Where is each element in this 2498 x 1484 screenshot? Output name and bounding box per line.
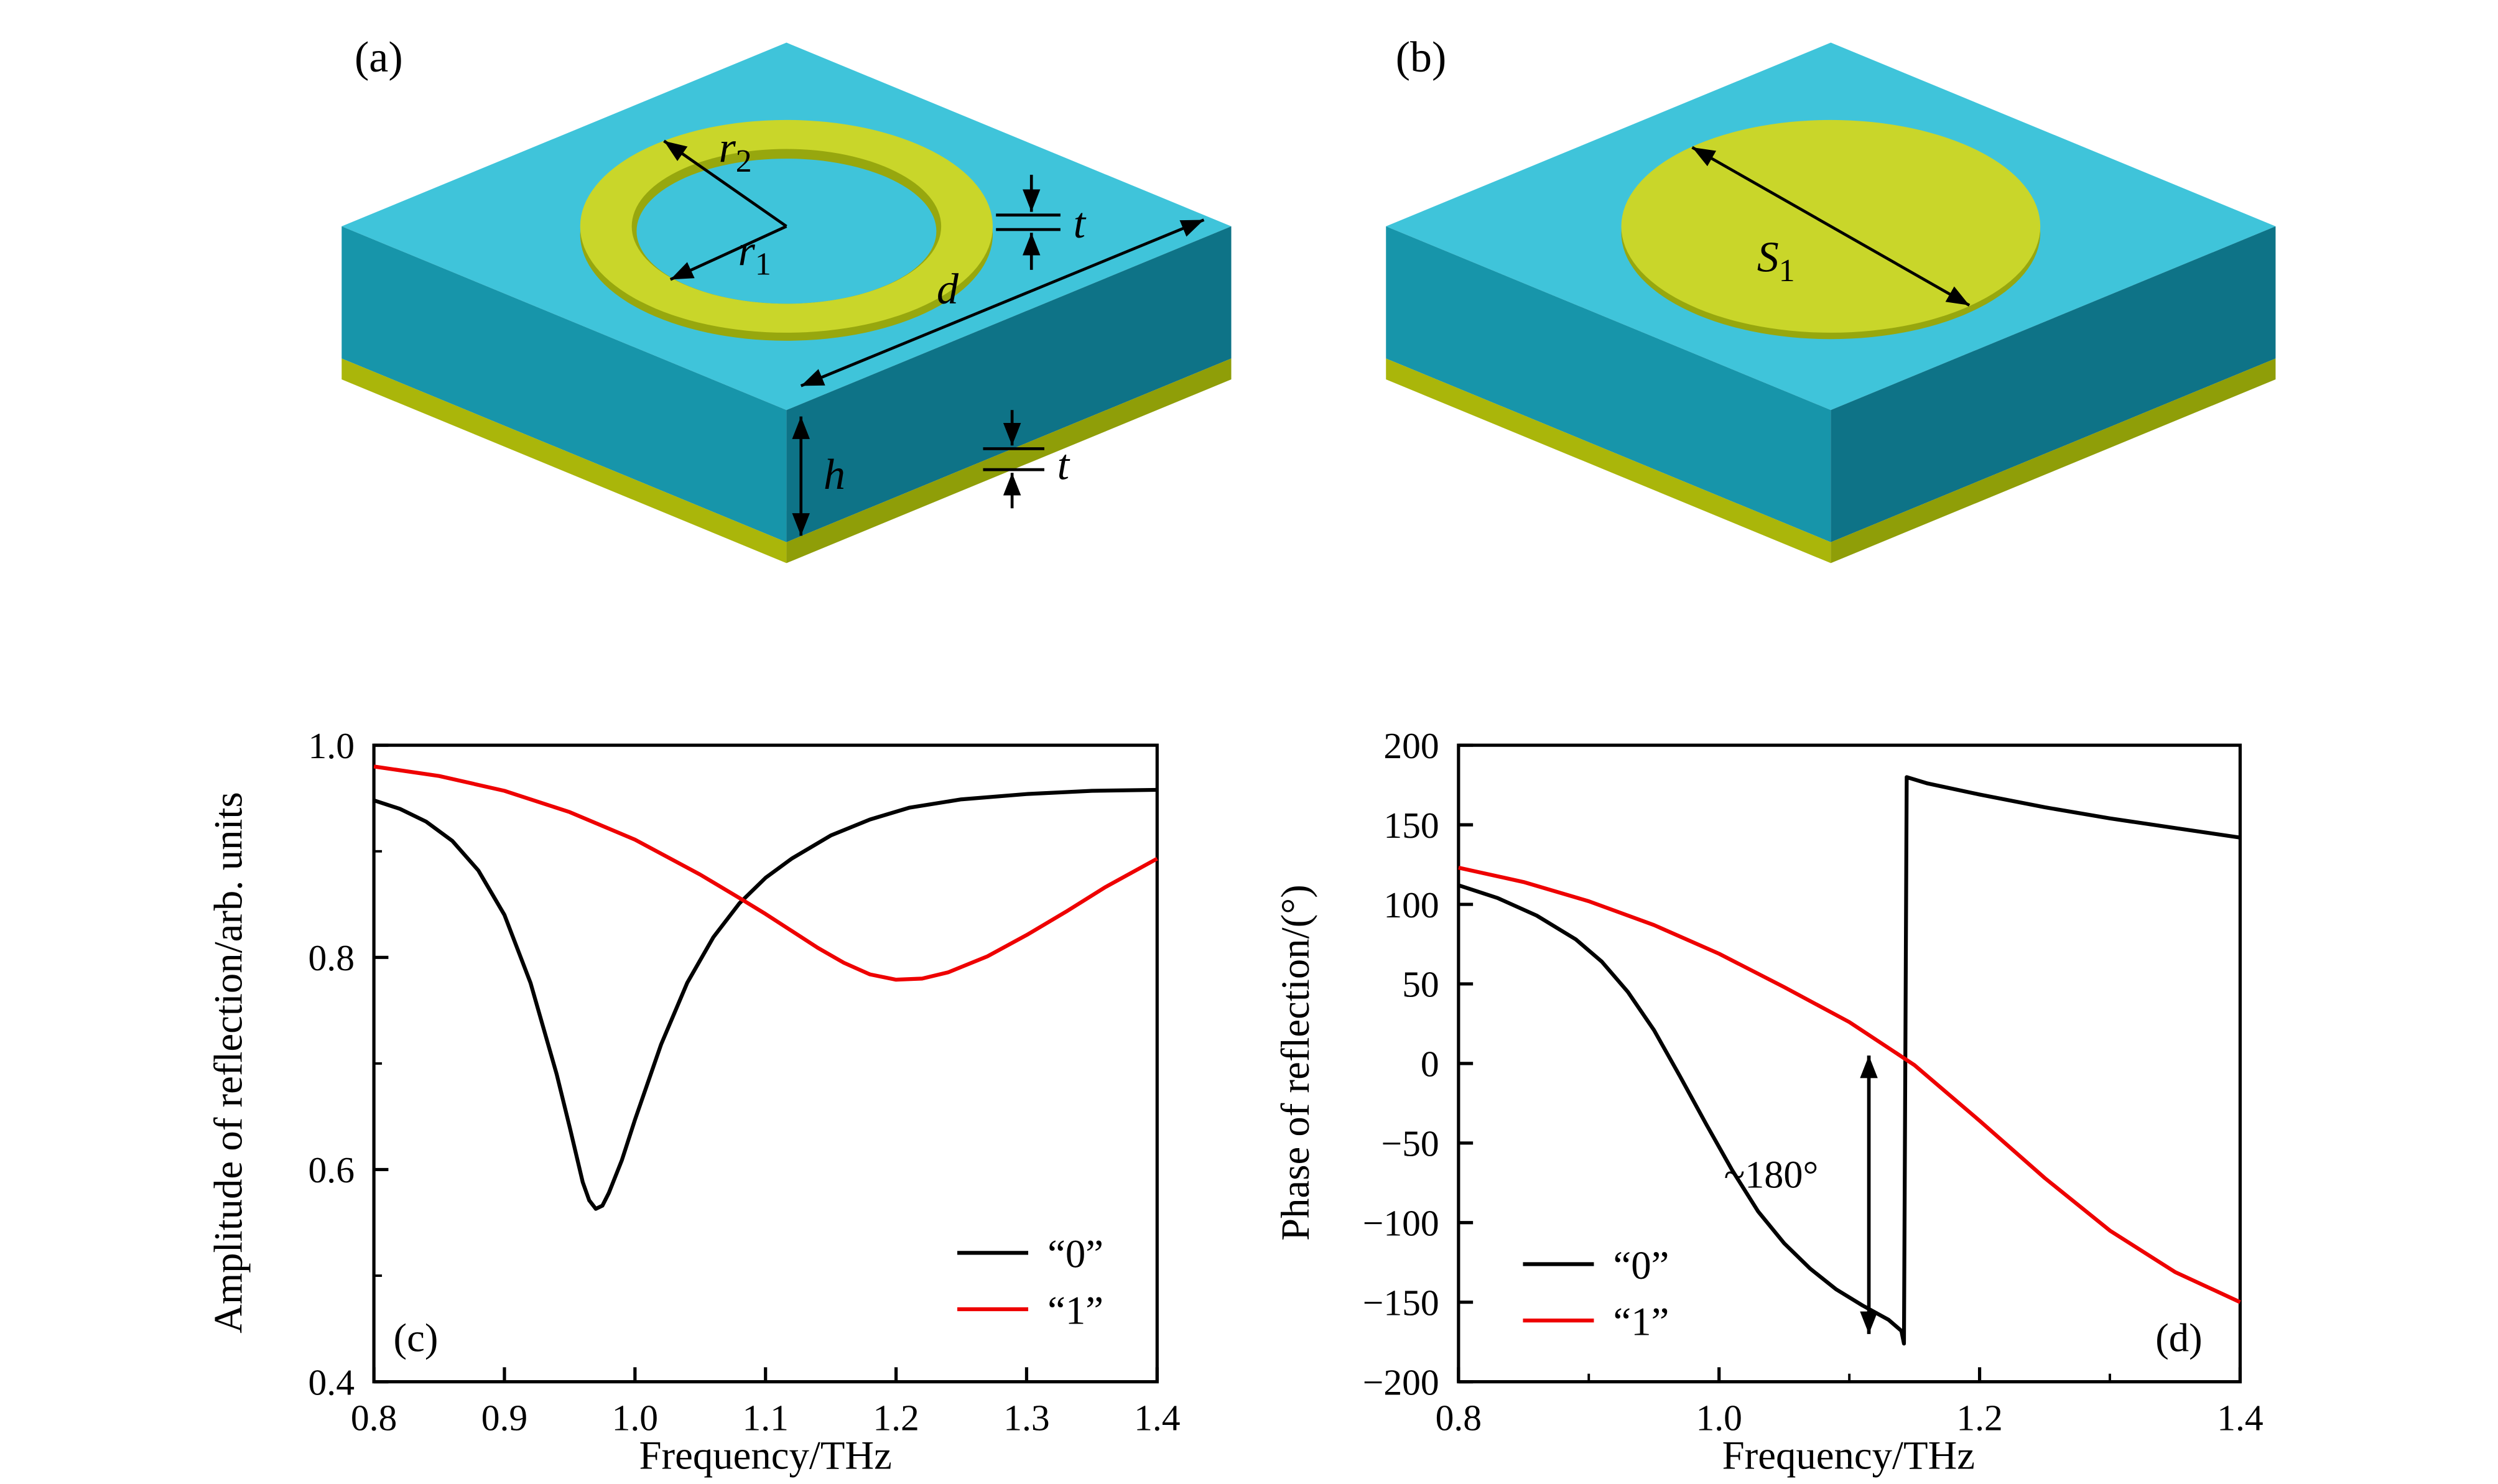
y-tick-label: −100 [1363,1202,1439,1243]
r1-label-sub: 1 [755,247,771,282]
d-label: d [937,266,959,313]
ground-layer-right [786,358,1232,563]
s1-label-sub: 1 [1779,253,1795,289]
chart-phase-xlabel: Frequency/THz [1722,1434,1975,1478]
s1-label-base: S [1757,233,1779,281]
y-tick-label: 1.0 [309,725,355,766]
series-line-1 [373,764,1158,982]
r2-label-sub: 2 [736,144,752,179]
legend-label-0: “0” [1047,1232,1103,1277]
x-tick-label: 1.3 [1003,1397,1049,1438]
legend-label-1: “1” [1047,1288,1103,1333]
x-tick-label: 1.0 [1696,1397,1742,1438]
r1-label-base: r [738,227,756,275]
h-label: h [824,451,845,499]
y-tick-label: −50 [1381,1123,1439,1164]
panel-letter: (c) [394,1315,439,1360]
r2-label: r2 [719,124,752,179]
plot-frame [372,743,1159,1384]
x-tick-label: 0.9 [481,1397,527,1438]
chart-phase-ylabel: Phase of reflection/(°) [1273,884,1318,1241]
ground-layer-left [1386,358,1831,563]
ring-thickness-label: t [1074,200,1087,248]
d-arrow [800,218,1205,387]
series-line-0 [373,787,1158,1211]
ring-hole [636,159,937,304]
legend-label-0: “0” [1613,1243,1669,1288]
chart-amplitude-ylabel: Amplitude of reflection/arb. units [207,792,251,1333]
plot-frame [1457,743,2242,1384]
chart-phase: 0.8 1.0 1.2 1.4 200 150 100 50 0 −50 −100 −150 −200 “… [1363,725,2264,1438]
x-tick-label: 1.0 [612,1397,658,1438]
ground-layer-right [1831,358,2276,563]
substrate-left-face [341,226,787,542]
r2-arrow [663,139,787,228]
panel-a-label: (a) [355,34,403,81]
y-tick-label: 200 [1383,725,1439,766]
y-tick-label: 0 [1421,1044,1439,1085]
r1-arrow [669,225,787,281]
y-tick-label: 50 [1402,964,1439,1005]
x-tick-label: 1.2 [1956,1397,2002,1438]
ground-layer-left [341,358,787,563]
phase-jump-label: ~180° [1724,1154,1819,1196]
chart-amplitude: 0.8 0.9 1.0 1.1 1.2 1.3 1.4 1.0 0.8 0.6 0.4 “0” “1” (… [309,725,1181,1438]
chart-amplitude-xlabel: Frequency/THz [639,1434,891,1478]
panel-letter: (d) [2155,1315,2203,1360]
x-tick-label: 1.4 [2217,1397,2263,1438]
panel-b-label: (b) [1396,34,1447,81]
s1-label: S1 [1757,233,1795,289]
y-tick-label: 0.8 [309,937,355,978]
r1-label: r1 [738,227,771,282]
y-tick-label: 0.4 [309,1361,355,1403]
s1-arrow [1691,146,1971,307]
substrate-left-face [1386,226,1831,542]
y-tick-label: −150 [1363,1282,1439,1323]
x-tick-label: 0.8 [1436,1397,1482,1438]
x-tick-label: 0.8 [351,1397,397,1438]
legend-label-1: “1” [1613,1299,1669,1344]
x-tick-label: 1.4 [1134,1397,1180,1438]
y-tick-label: −200 [1363,1361,1439,1403]
r2-label-base: r [719,124,736,172]
substrate-right-face [1831,226,2276,542]
y-tick-label: 150 [1383,805,1439,846]
x-tick-label: 1.2 [873,1397,919,1438]
y-tick-label: 0.6 [309,1149,355,1190]
panel-a-diagram: (a) r2 r1 t d t h [341,34,1232,563]
series-line-1 [1458,866,2241,1304]
series-line-0 [1457,775,2240,1346]
ground-thickness-label: t [1057,442,1070,489]
panel-b-diagram: (b) S1 [1386,34,2276,563]
y-tick-label: 100 [1383,884,1439,925]
x-tick-label: 1.1 [742,1397,788,1438]
